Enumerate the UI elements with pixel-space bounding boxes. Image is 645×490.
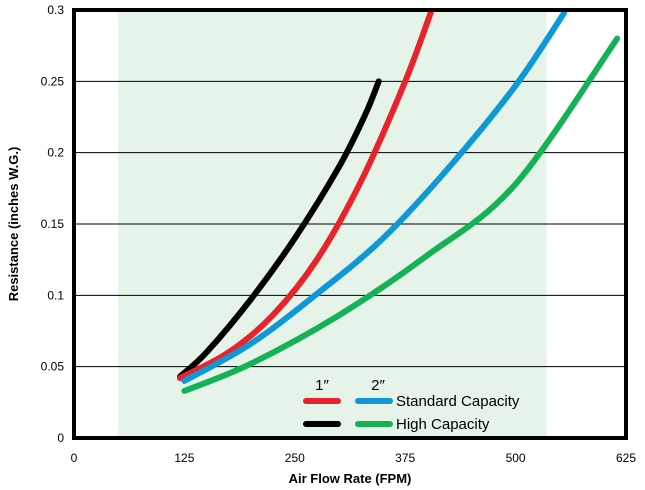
series-layer xyxy=(176,10,621,394)
legend-header-2in: 2″ xyxy=(371,377,385,394)
y-tick-label: 0.05 xyxy=(41,360,65,374)
series-line-green xyxy=(181,35,621,394)
x-tick-label: 625 xyxy=(616,451,636,465)
series-line-black xyxy=(176,78,382,380)
x-tick-label: 125 xyxy=(174,451,194,465)
legend-label-high-capacity: High Capacity xyxy=(396,416,490,433)
x-tick-label: 0 xyxy=(71,451,78,465)
y-axis-title: Resistance (inches W.G.) xyxy=(6,147,21,302)
x-tick-label: 500 xyxy=(506,451,526,465)
y-tick-label: 0 xyxy=(57,431,64,445)
plot-frame xyxy=(72,8,628,440)
x-tick-label: 375 xyxy=(395,451,415,465)
y-tick-labels: 0 0.05 0.1 0.15 0.2 0.25 0.3 xyxy=(41,3,65,445)
y-tick-label: 0.25 xyxy=(41,74,65,88)
y-tick-label: 0.1 xyxy=(47,288,64,302)
series-line-red xyxy=(176,10,435,382)
y-tick-label: 0.15 xyxy=(41,217,65,231)
legend: 1″ 2″ Standard Capacity High Capacity xyxy=(303,377,520,433)
y-tick-label: 0.3 xyxy=(47,3,64,17)
series-line-blue xyxy=(181,10,568,384)
x-tick-labels: 0 125 250 375 500 625 xyxy=(71,451,637,465)
legend-label-standard-capacity: Standard Capacity xyxy=(396,393,520,410)
y-tick-label: 0.2 xyxy=(47,146,64,160)
legend-header-1in: 1″ xyxy=(315,377,329,394)
x-tick-label: 250 xyxy=(285,451,305,465)
x-axis-title: Air Flow Rate (FPM) xyxy=(289,471,412,486)
